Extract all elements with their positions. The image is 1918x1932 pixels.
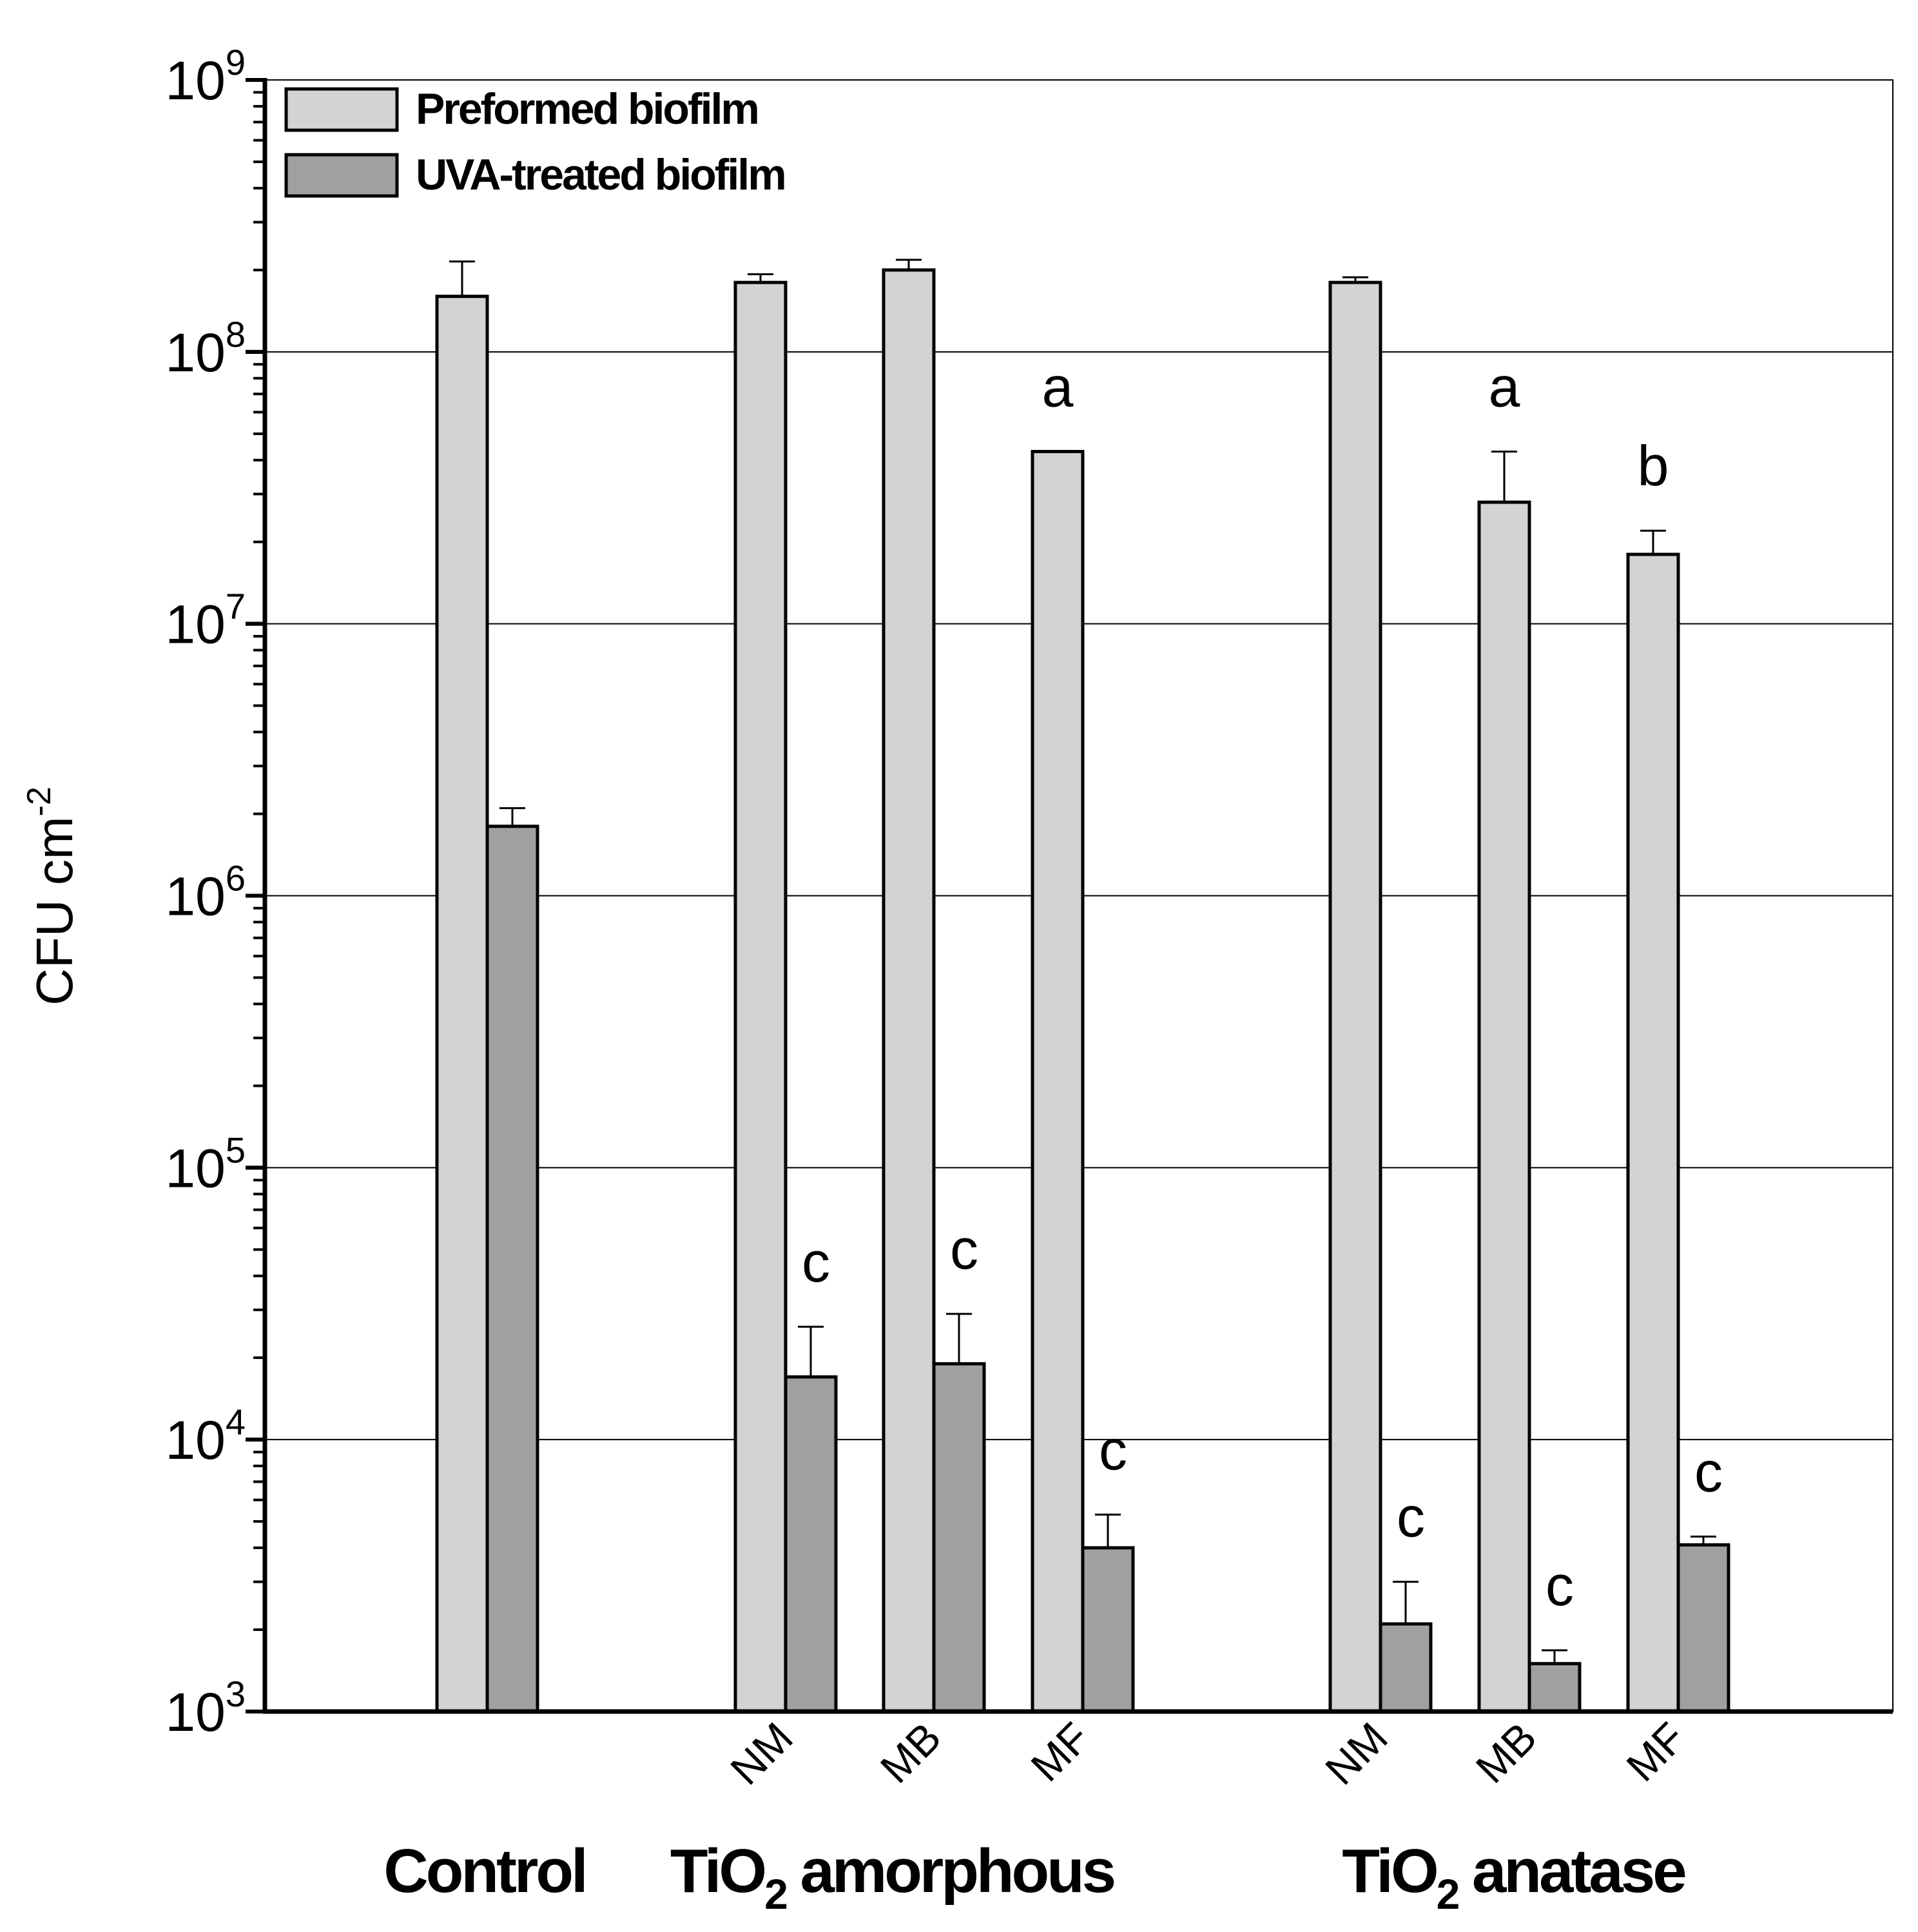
bar [1379,1622,1433,1713]
y-axis-label: CFU cm-2 [21,786,83,1006]
significance-letter: c [1099,1418,1127,1481]
significance-letter: c [1545,1554,1574,1617]
legend-label: UVA-treated biofilm [416,150,785,199]
category-label: MB [871,1713,950,1792]
legend: Preformed biofilm UVA-treated biofilm [284,84,787,199]
bar [1477,500,1531,1713]
bar [1031,449,1085,1713]
category-labels: NM MB MF NM MB MF [721,1713,1694,1794]
bar [932,1362,986,1713]
category-label: MF [1617,1713,1694,1791]
y-tick-label: 108 [165,314,246,383]
y-tick-label: 104 [165,1401,246,1470]
significance-letter: b [1638,434,1669,498]
significance-letter: a [1489,355,1520,418]
y-tick-label: 107 [165,586,246,655]
y-axis-label-text: CFU cm [26,816,83,1005]
category-label: MF [1022,1713,1099,1791]
bars [435,268,1730,1713]
y-tick-label: 103 [165,1673,246,1742]
group-label: TiO2 anatase [1342,1837,1685,1918]
bar [784,1375,838,1713]
group-label: Control [383,1837,585,1906]
significance-letter: c [1397,1485,1425,1549]
bar [1527,1662,1582,1713]
y-tick-label: 105 [165,1129,246,1198]
category-label: NM [1316,1713,1397,1794]
bar [882,268,936,1713]
y-tick-label: 109 [165,42,246,111]
significance-letter: c [950,1217,978,1281]
significance-letter: a [1042,355,1074,418]
bar [1328,280,1382,1713]
legend-swatch [284,87,399,132]
y-tick-labels: 103 104 105 106 107 108 109 [165,42,246,1742]
category-label: NM [721,1713,802,1794]
bar [1676,1543,1730,1713]
group-labels: Control TiO2 amorphous TiO2 anatase [383,1837,1688,1918]
significance-letter: c [802,1230,830,1294]
bar [1626,552,1680,1713]
bar [1081,1546,1135,1713]
bar [485,825,539,1713]
bar [435,295,489,1713]
category-label: MB [1467,1713,1545,1792]
error-bars [449,259,1716,1664]
y-tick-label: 106 [165,858,246,927]
legend-label: Preformed biofilm [416,84,758,133]
legend-swatch [284,153,399,198]
group-label: TiO2 amorphous [670,1837,1114,1918]
significance-letters: a a b c c c c c c [802,355,1723,1617]
axes [246,78,1894,1714]
significance-letter: c [1694,1440,1723,1504]
y-axis-label-superscript: -2 [21,786,58,816]
bar [733,280,788,1713]
